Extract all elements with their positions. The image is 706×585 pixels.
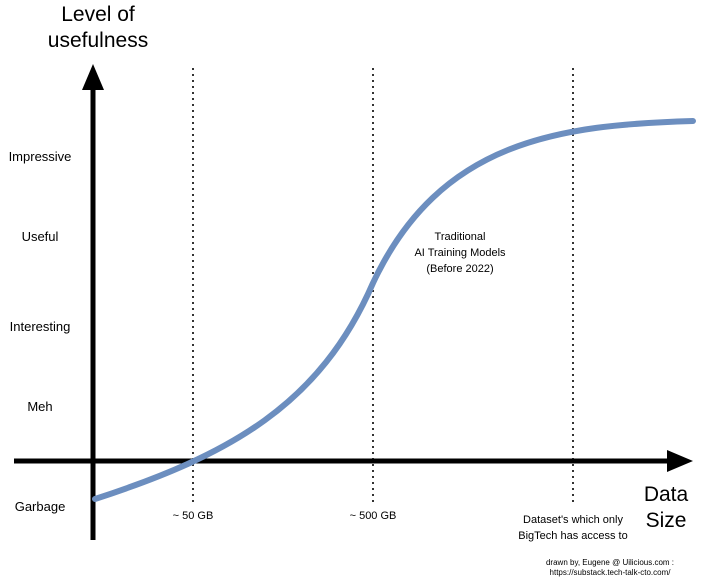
y-level-garbage: Garbage	[14, 499, 66, 514]
y-level-interesting: Interesting	[9, 319, 71, 334]
y-axis-arrowhead	[82, 64, 104, 90]
y-level-useful: Useful	[21, 229, 59, 244]
curve-annotation: Traditional AI Training Models (Before 2…	[414, 231, 506, 275]
credit-line2: https://substack.tech-talk-cto.com/	[549, 568, 671, 577]
credit-line1: drawn by, Eugene @ Uilicious.com :	[545, 558, 675, 567]
y-axis-title-line1: Level of	[61, 3, 135, 26]
y-axis-title-line2: usefulness	[47, 29, 149, 52]
x-marker-500gb: ~ 500 GB	[349, 510, 397, 522]
credit: drawn by, Eugene @ Uilicious.com : https…	[520, 558, 700, 578]
usefulness-curve	[92, 118, 696, 502]
y-level-impressive: Impressive	[8, 149, 72, 164]
x-axis-title: Data Size	[626, 482, 706, 534]
x-axis-title-line1: Data	[643, 483, 689, 506]
y-level-meh: Meh	[27, 399, 53, 414]
x-marker-50gb: ~ 50 GB	[172, 510, 214, 522]
x-axis-title-line2: Size	[645, 509, 687, 532]
x-axis-arrowhead	[667, 450, 693, 472]
y-axis-title: Level of usefulness	[38, 2, 158, 54]
x-marker-bigtech: Dataset's which only BigTech has access …	[518, 514, 628, 542]
